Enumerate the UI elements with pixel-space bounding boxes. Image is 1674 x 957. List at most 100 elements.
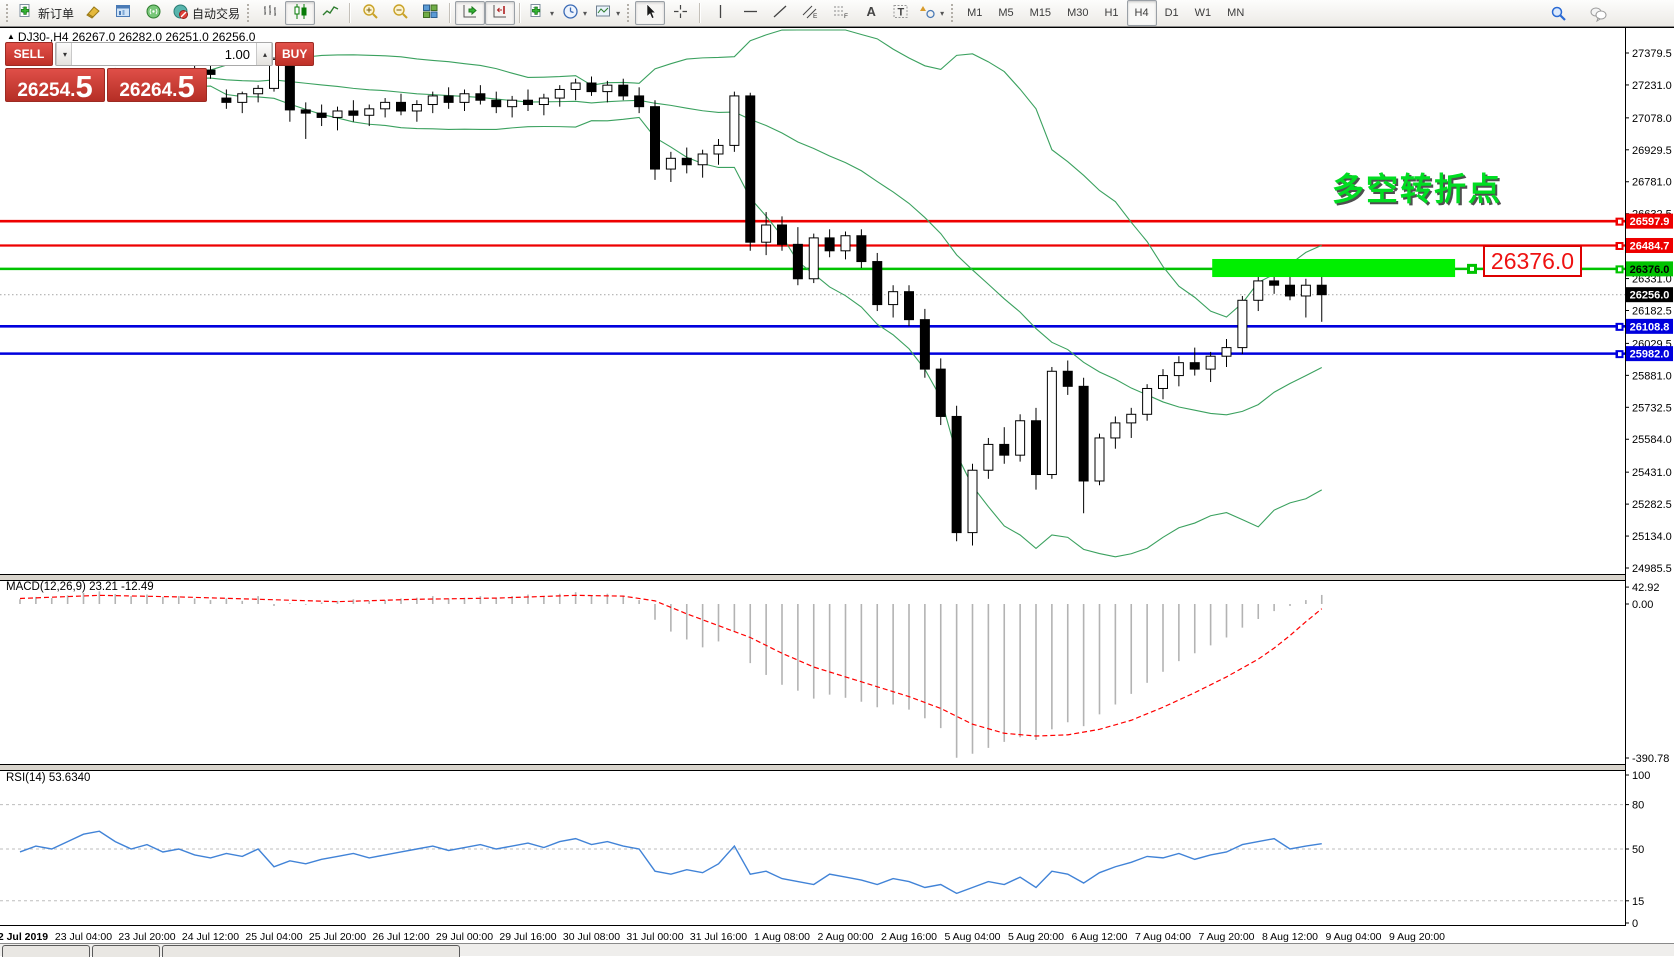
bollinger-band [115,29,1322,318]
svg-text:25732.5: 25732.5 [1632,402,1672,414]
text-button[interactable]: A [855,1,885,25]
bollinger-band [115,85,1323,558]
zoom-out-button[interactable] [385,1,415,25]
volume-decrease-button[interactable]: ▾ [56,43,72,65]
templates-button[interactable]: ▾ [591,1,624,25]
bar-chart-button[interactable] [255,1,285,25]
tile-windows-button[interactable] [415,1,445,25]
svg-text:0.00: 0.00 [1632,599,1653,611]
turning-point-annotation: 多空转折点 [1332,171,1503,207]
timeframe-m30-button[interactable]: M30 [1067,7,1089,19]
chart-tab-3[interactable] [162,945,460,957]
horizontal-line-icon [742,3,759,23]
timeframe-w1-button[interactable]: W1 [1194,7,1212,19]
text-label-icon: T [892,3,909,23]
chevron-down-icon: ▾ [940,8,945,18]
highlight-box [1212,258,1456,278]
text-label-button[interactable]: T [885,1,915,25]
auto-trading-button[interactable]: 自动交易 [168,1,244,25]
chevron-down-icon: ▾ [550,8,555,18]
chart-shift-icon [492,3,509,23]
svg-text:42.92: 42.92 [1632,582,1660,594]
crosshair-button[interactable] [665,1,695,25]
symbol-name: DJ30-,H4 [17,30,69,44]
time-axis-label: 23 Jul 04:00 [55,931,112,943]
horizontal-line-button[interactable] [735,1,765,25]
arrows-button[interactable]: ▾ [915,1,948,25]
cursor-button[interactable] [635,1,666,25]
cursor-icon [642,3,659,23]
svg-text:26331.0: 26331.0 [1632,274,1672,286]
fibonacci-button[interactable]: F [825,1,855,25]
rsi-label: RSI(14) 53.6340 [6,772,91,784]
time-axis-label: 24 Jul 12:00 [182,931,239,943]
indicators-icon [529,3,546,23]
timeframe-m1-button[interactable]: M1 [967,7,983,19]
equidistant-channel-button[interactable]: E [795,1,825,25]
zoom-in-button[interactable] [355,1,385,25]
svg-text:0: 0 [1632,918,1638,930]
eraser-button[interactable] [78,1,108,25]
time-axis-label: 23 Jul 20:00 [118,931,175,943]
indicators-button[interactable]: ▾ [525,1,558,25]
zoom-out-icon [392,3,409,23]
search-icon[interactable] [1543,1,1573,25]
line-chart-button[interactable] [315,1,345,25]
timeframe-m15-button[interactable]: M15 [1029,7,1052,19]
svg-text:26781.0: 26781.0 [1632,177,1672,189]
collapse-arrow-icon[interactable]: ▲ [7,32,15,41]
timeframe-m5-button[interactable]: M5 [998,7,1014,19]
macd-signal-line [19,594,1323,737]
timeframe-h4-button[interactable]: H4 [1126,0,1157,26]
signal-icon [145,3,162,23]
sell-button[interactable]: SELL [5,42,53,66]
one-click-trading-panel: SELL ▾ ▴ BUY 26254.5 26264.5 [5,42,315,102]
buy-price[interactable]: 26264. 5 [107,68,207,102]
svg-text:F: F [844,13,848,20]
time-axis-label: 7 Aug 20:00 [1198,931,1254,943]
chart-tab-1[interactable] [2,945,90,957]
symbol-ohlc: 26267.0 26282.0 26251.0 26256.0 [71,30,256,44]
price-callout-label[interactable]: 26376.0 [1483,245,1582,277]
timeframe-h1-button[interactable]: H1 [1104,7,1119,19]
signal-button[interactable] [138,1,168,25]
periods-button[interactable]: ▾ [558,1,591,25]
market-depth-button[interactable] [108,1,138,25]
time-axis-label: 9 Aug 04:00 [1325,931,1381,943]
svg-text:25431.0: 25431.0 [1632,467,1672,479]
rsi-line [19,830,1322,895]
candles [15,56,1327,546]
chart-tab-2[interactable] [92,945,160,957]
arrows-icon [919,3,936,23]
time-axis-label: 25 Jul 20:00 [309,931,366,943]
time-axis-label: 5 Aug 20:00 [1008,931,1064,943]
periods-icon [562,3,579,23]
toolbar-separator [519,3,522,23]
svg-text:25282.5: 25282.5 [1632,499,1672,511]
sell-price[interactable]: 26254. 5 [5,68,105,102]
auto-scroll-button[interactable] [455,1,486,25]
new-order-button[interactable]: 新订单 [14,1,78,25]
chart-shift-button[interactable] [485,1,516,25]
candlestick-chart-button[interactable] [285,1,316,25]
timeframe-mn-button[interactable]: MN [1227,7,1245,19]
volume-increase-button[interactable]: ▴ [256,43,272,65]
svg-text:E: E [813,13,818,20]
auto-trading-icon [172,3,189,23]
time-axis-label: 31 Jul 16:00 [690,931,747,943]
time-axis-label: 22 Jul 2019 [0,931,48,943]
time-axis-label: 8 Aug 12:00 [1262,931,1318,943]
trendline-button[interactable] [765,1,795,25]
buy-button[interactable]: BUY [275,42,315,66]
svg-text:25584.0: 25584.0 [1632,434,1672,446]
timeframe-d1-button[interactable]: D1 [1164,7,1179,19]
time-axis-label: 9 Aug 20:00 [1389,931,1445,943]
vertical-line-button[interactable] [705,1,735,25]
svg-text:26108.8: 26108.8 [1630,321,1670,333]
line-chart-icon [322,3,339,23]
chart-canvas[interactable]: 27379.527231.027078.026929.526781.026632… [0,27,1674,955]
chat-icon[interactable] [1583,1,1613,25]
volume-input[interactable] [72,43,256,65]
svg-text:-390.78: -390.78 [1632,753,1669,765]
chevron-down-icon: ▾ [583,8,588,18]
